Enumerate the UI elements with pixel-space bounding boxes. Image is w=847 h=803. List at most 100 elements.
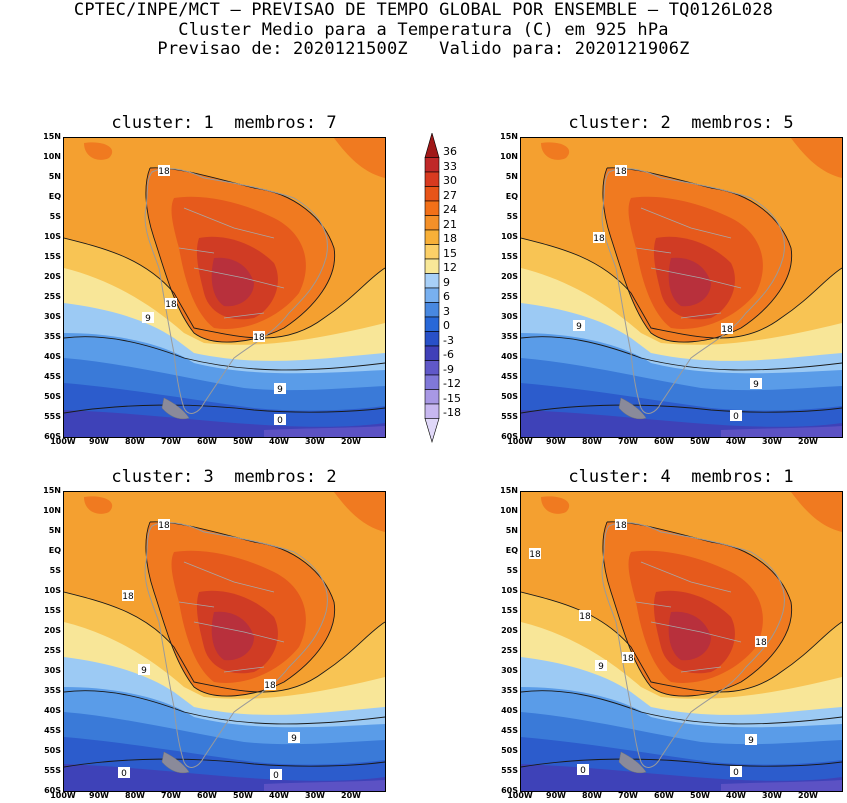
lat-tick-label: 15S — [44, 252, 61, 261]
lon-tick-label: 90W — [89, 791, 109, 800]
lat-tick-label: 15N — [43, 486, 61, 495]
lon-tick-label: 50W — [690, 791, 710, 800]
lon-tick-label: 100W — [50, 791, 76, 800]
contour-label: 18 — [264, 679, 276, 691]
contour-label: 0 — [274, 414, 286, 426]
contour-label: 0 — [118, 767, 130, 779]
lon-tick-label: 20W — [341, 791, 361, 800]
map-panel-4: 18 18 18 18 18 9 9 0 0 — [520, 491, 843, 792]
lon-tick-label: 20W — [798, 791, 818, 800]
lon-tick-label: 90W — [546, 437, 566, 446]
colorbar-segment — [424, 287, 440, 303]
lon-tick-label: 30W — [305, 437, 325, 446]
lat-tick-label: 40S — [44, 352, 61, 361]
lat-tick-label: 50S — [44, 392, 61, 401]
lon-tick-label: 70W — [618, 437, 638, 446]
colorbar-bottom-arrow — [424, 418, 440, 444]
lat-tick-label: 5N — [505, 172, 518, 181]
svg-text:9: 9 — [291, 734, 297, 744]
lat-tick-label: 10S — [501, 232, 518, 241]
panel-title-3: cluster: 3 membros: 2 — [111, 467, 337, 487]
lat-tick-label: 10N — [43, 506, 61, 515]
lat-tick-label: 10N — [500, 506, 518, 515]
lat-tick-label: 30S — [501, 312, 518, 321]
lat-tick-label: 25S — [501, 292, 518, 301]
lat-tick-label: 60S — [44, 786, 61, 795]
lon-tick-label: 100W — [507, 791, 533, 800]
contour-label: 0 — [577, 764, 589, 776]
lon-tick-label: 30W — [762, 791, 782, 800]
header-line-3: Previsao de: 2020121500Z Valido para: 20… — [157, 39, 690, 59]
lat-tick-label: 5N — [48, 172, 61, 181]
colorbar-segment — [424, 273, 440, 289]
colorbar-label: 33 — [443, 159, 457, 173]
colorbar-label: -3 — [443, 333, 454, 347]
lat-tick-label: 25S — [44, 646, 61, 655]
colorbar-label: 21 — [443, 217, 457, 231]
lat-tick-label: EQ — [48, 192, 61, 201]
lon-tick-label: 40W — [269, 791, 289, 800]
lat-tick-label: 45S — [44, 372, 61, 381]
svg-text:9: 9 — [145, 314, 151, 324]
contour-label: 9 — [573, 320, 585, 332]
lat-tick-label: EQ — [48, 546, 61, 555]
lon-tick-label: 50W — [690, 437, 710, 446]
svg-text:18: 18 — [253, 333, 265, 343]
lon-tick-label: 70W — [161, 791, 181, 800]
colorbar-label: -6 — [443, 348, 454, 362]
map-panel-3: 18 18 18 9 9 0 0 — [63, 491, 386, 792]
panel-title-1: cluster: 1 membros: 7 — [111, 113, 337, 133]
svg-text:18: 18 — [593, 234, 605, 244]
lat-tick-label: 60S — [44, 432, 61, 441]
lat-tick-label: 15N — [500, 486, 518, 495]
colorbar-segment — [424, 316, 440, 332]
lat-tick-label: 55S — [44, 766, 61, 775]
lat-tick-label: 15N — [43, 132, 61, 141]
lat-tick-label: 60S — [501, 786, 518, 795]
svg-text:18: 18 — [158, 521, 170, 531]
colorbar-segment — [424, 244, 440, 260]
contour-label: 9 — [595, 660, 607, 672]
svg-text:18: 18 — [615, 521, 627, 531]
contour-label: 18 — [593, 232, 605, 244]
svg-text:18: 18 — [122, 592, 134, 602]
lon-tick-label: 50W — [233, 437, 253, 446]
lat-tick-label: 25S — [501, 646, 518, 655]
lat-tick-label: 10S — [44, 586, 61, 595]
svg-text:0: 0 — [580, 766, 586, 776]
map-panel-2: 18 18 18 9 9 0 — [520, 137, 843, 438]
panel-title-2: cluster: 2 membros: 5 — [568, 113, 794, 133]
contour-label: 18 — [622, 652, 634, 664]
contour-label: 18 — [158, 165, 170, 177]
lon-tick-label: 40W — [269, 437, 289, 446]
contour-label: 9 — [745, 734, 757, 746]
lon-tick-label: 20W — [341, 437, 361, 446]
svg-text:0: 0 — [273, 771, 279, 781]
lat-tick-label: 15S — [501, 252, 518, 261]
lat-tick-label: EQ — [505, 546, 518, 555]
contour-label: 18 — [253, 331, 265, 343]
contour-label: 18 — [529, 548, 541, 560]
lat-tick-label: 20S — [44, 626, 61, 635]
lat-tick-label: 20S — [44, 272, 61, 281]
header-line-2: Cluster Medio para a Temperatura (C) em … — [178, 20, 669, 40]
contour-label: 18 — [122, 590, 134, 602]
lat-tick-label: 5S — [506, 212, 518, 221]
lat-tick-label: 50S — [501, 392, 518, 401]
lat-tick-label: 10N — [500, 152, 518, 161]
colorbar-segment — [424, 331, 440, 347]
colorbar-label: 30 — [443, 174, 457, 188]
contour-label: 18 — [158, 519, 170, 531]
lat-tick-label: 40S — [501, 352, 518, 361]
colorbar-segment — [424, 403, 440, 419]
lat-tick-label: 5S — [506, 566, 518, 575]
colorbar-label: 27 — [443, 188, 457, 202]
colorbar-segment — [424, 157, 440, 173]
svg-text:9: 9 — [277, 385, 283, 395]
svg-text:0: 0 — [733, 412, 739, 422]
lat-tick-label: 5S — [49, 212, 61, 221]
contour-label: 0 — [730, 766, 742, 778]
svg-text:0: 0 — [733, 768, 739, 778]
lat-tick-label: 10N — [43, 152, 61, 161]
lon-tick-label: 90W — [89, 437, 109, 446]
